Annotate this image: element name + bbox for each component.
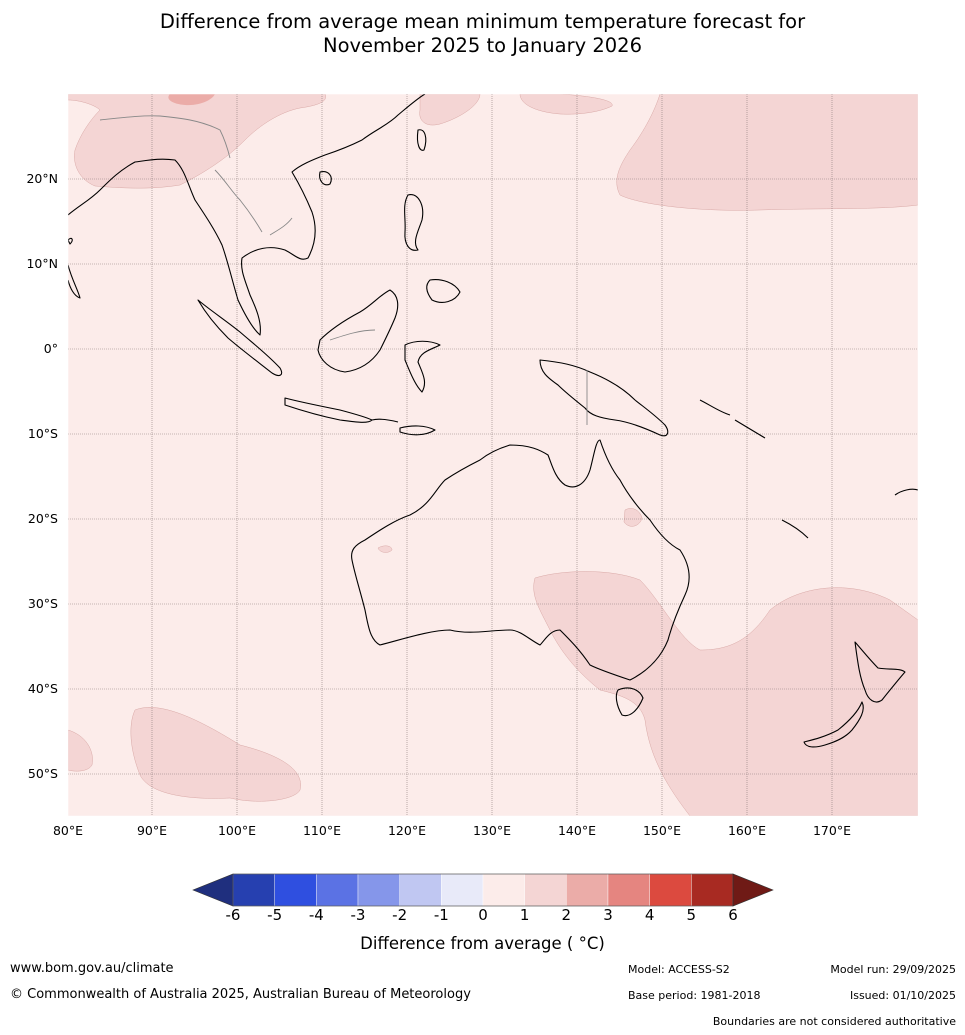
coast-india-tip bbox=[68, 264, 81, 299]
lon-tick-80e: 80°E bbox=[52, 823, 84, 838]
warm-region-queensland bbox=[623, 508, 643, 527]
coast-new-caledonia bbox=[781, 519, 809, 539]
colorbar-box bbox=[607, 873, 650, 907]
colorbar-extend-low bbox=[192, 873, 234, 907]
warm-anomaly-hotspot bbox=[168, 94, 215, 106]
colorbar-label: -6 bbox=[225, 906, 241, 924]
colorbar-box bbox=[357, 873, 400, 907]
map-title-line-2: November 2025 to January 2026 bbox=[323, 34, 642, 57]
colorbar-box bbox=[232, 873, 275, 907]
coast-new-zealand-north bbox=[854, 641, 906, 703]
map-title: Difference from average mean minimum tem… bbox=[0, 10, 965, 58]
footer-copyright: © Commonwealth of Australia 2025, Austra… bbox=[10, 987, 471, 1002]
coast-new-guinea bbox=[539, 359, 669, 437]
colorbar-label: -3 bbox=[350, 906, 366, 924]
footer-model-run: Model run: 29/09/2025 bbox=[830, 963, 956, 976]
coast-solomon-islands bbox=[699, 399, 766, 439]
coastlines bbox=[68, 94, 918, 748]
coast-lesser-sunda bbox=[371, 418, 399, 423]
coast-sumatra bbox=[197, 299, 283, 377]
coast-sri-lanka bbox=[68, 237, 73, 245]
coast-taiwan bbox=[416, 129, 427, 151]
lon-tick-100e: 100°E bbox=[217, 823, 256, 838]
colorbar-frame bbox=[232, 873, 734, 907]
warm-region-southwest bbox=[130, 707, 301, 802]
coast-philippines-luzon bbox=[404, 194, 424, 251]
coast-java bbox=[284, 397, 373, 423]
colorbar-box bbox=[524, 873, 567, 907]
coast-fiji bbox=[894, 488, 918, 496]
colorbar-boxes bbox=[192, 873, 774, 907]
colorbar-box bbox=[566, 873, 609, 907]
lon-tick-160e: 160°E bbox=[727, 823, 766, 838]
lon-tick-90e: 90°E bbox=[136, 823, 168, 838]
lat-tick-40s: 40°S bbox=[27, 681, 58, 696]
lon-tick-130e: 130°E bbox=[472, 823, 511, 838]
border-borneo bbox=[329, 329, 376, 341]
footer-base-period: Base period: 1981-2018 bbox=[628, 989, 761, 1002]
border-china bbox=[99, 115, 231, 159]
warm-anomaly-regions bbox=[68, 94, 918, 816]
coast-hainan bbox=[319, 171, 332, 186]
coast-new-zealand-south bbox=[803, 701, 864, 748]
colorbar-title: Difference from average ( °C) bbox=[360, 934, 605, 953]
colorbar-box bbox=[649, 873, 692, 907]
colorbar bbox=[192, 873, 774, 907]
coast-sulawesi bbox=[404, 340, 441, 393]
graticule bbox=[68, 94, 918, 816]
colorbar-label: 3 bbox=[603, 906, 613, 924]
lon-tick-110e: 110°E bbox=[302, 823, 341, 838]
warm-region-north-pacific bbox=[616, 94, 918, 211]
colorbar-box bbox=[316, 873, 359, 907]
warm-region-southeast bbox=[533, 571, 918, 816]
footer-issued: Issued: 01/10/2025 bbox=[849, 989, 956, 1002]
colorbar-label: 5 bbox=[686, 906, 697, 924]
lat-tick-20s: 20°S bbox=[27, 511, 58, 526]
lat-tick-10n: 10°N bbox=[26, 256, 58, 271]
borders bbox=[99, 115, 588, 425]
coast-tasmania bbox=[615, 687, 644, 717]
colorbar-label: 4 bbox=[644, 906, 655, 924]
coast-philippines-mindanao bbox=[426, 279, 461, 303]
footer-model: Model: ACCESS-S2 bbox=[628, 963, 730, 976]
lon-tick-150e: 150°E bbox=[642, 823, 681, 838]
colorbar-label: 2 bbox=[561, 906, 572, 924]
colorbar-label: -1 bbox=[433, 906, 449, 924]
border-indochina bbox=[214, 169, 293, 236]
map-title-line-1: Difference from average mean minimum tem… bbox=[159, 10, 806, 33]
colorbar-label: -2 bbox=[392, 906, 408, 924]
lat-tick-10s: 10°S bbox=[27, 426, 58, 441]
footer-disclaimer: Boundaries are not considered authoritat… bbox=[712, 1015, 956, 1028]
colorbar-box bbox=[691, 873, 734, 907]
lon-tick-140e: 140°E bbox=[557, 823, 596, 838]
colorbar-label: 6 bbox=[728, 906, 738, 924]
colorbar-label: -4 bbox=[308, 906, 324, 924]
lon-tick-170e: 170°E bbox=[812, 823, 851, 838]
lat-tick-30s: 30°S bbox=[27, 596, 58, 611]
colorbar-box bbox=[274, 873, 317, 907]
colorbar-extend-high bbox=[732, 873, 774, 907]
coast-australia bbox=[351, 439, 690, 681]
lat-tick-50s: 50°S bbox=[27, 766, 58, 781]
colorbar-box bbox=[482, 873, 525, 907]
colorbar-label: 0 bbox=[478, 906, 488, 924]
colorbar-box bbox=[399, 873, 442, 907]
warm-region-far-southwest bbox=[68, 729, 93, 772]
colorbar-label: -5 bbox=[267, 906, 283, 924]
lat-tick-20n: 20°N bbox=[26, 171, 58, 186]
colorbar-label: 1 bbox=[519, 906, 530, 924]
coast-timor bbox=[399, 425, 436, 436]
lon-tick-120e: 120°E bbox=[387, 823, 426, 838]
warm-region-north-pacific-small bbox=[519, 94, 613, 115]
map-frame bbox=[67, 93, 919, 817]
warm-region-west-australia bbox=[377, 545, 393, 553]
lat-tick-0: 0° bbox=[43, 341, 58, 356]
colorbar-box bbox=[441, 873, 484, 907]
warm-region-east-china bbox=[419, 94, 481, 126]
coast-mainland-asia bbox=[68, 94, 426, 336]
warm-region-china bbox=[68, 94, 326, 189]
footer-website: www.bom.gov.au/climate bbox=[10, 961, 174, 976]
coast-borneo bbox=[317, 289, 399, 373]
